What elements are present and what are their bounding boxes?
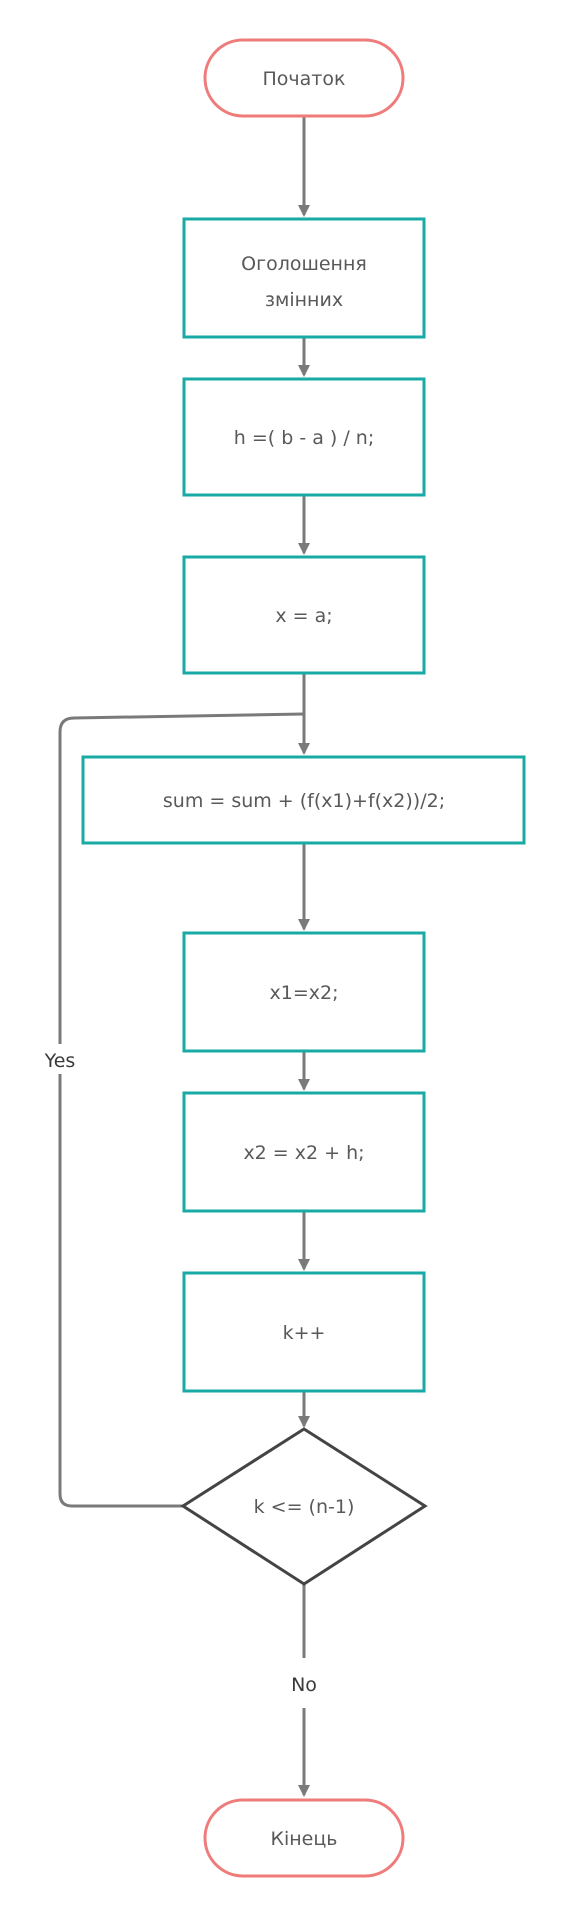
declare-vars-line2: змінних — [265, 289, 343, 311]
end-terminal-shape — [203, 1798, 405, 1878]
k-increment-node: k++ — [182, 1271, 426, 1393]
sum-update-box — [81, 755, 526, 845]
x2-update-label: x2 = x2 + h; — [243, 1142, 364, 1164]
x2-update-box — [182, 1091, 426, 1213]
k-increment-box — [182, 1271, 426, 1393]
edge-yes-loop-lower — [58, 1074, 183, 1508]
declare-vars-box — [182, 217, 426, 339]
assign-x-label: x = a; — [275, 605, 332, 627]
start-terminal-shape — [203, 38, 405, 118]
no-label: No — [291, 1674, 317, 1696]
yes-label: Yes — [44, 1050, 76, 1072]
condition-node: k <= (n-1) — [180, 1427, 428, 1586]
compute-h-node: h =( b - a ) / n; — [182, 377, 426, 497]
connectors — [58, 116, 310, 1797]
assign-x-node: x = a; — [182, 555, 426, 675]
start-node: Початок — [203, 38, 405, 118]
condition-label: k <= (n-1) — [254, 1496, 355, 1518]
assign-x-box — [182, 555, 426, 675]
end-label: Кінець — [270, 1828, 337, 1850]
x1-assign-box — [182, 931, 426, 1053]
start-label: Початок — [263, 68, 346, 90]
sum-update-label: sum = sum + (f(x1)+f(x2))/2; — [163, 790, 445, 812]
k-increment-label: k++ — [283, 1322, 326, 1344]
x2-update-node: x2 = x2 + h; — [182, 1091, 426, 1213]
x1-assign-node: x1=x2; — [182, 931, 426, 1053]
compute-h-box — [182, 377, 426, 497]
x1-assign-label: x1=x2; — [270, 982, 339, 1004]
condition-diamond — [180, 1427, 428, 1586]
declare-vars-line1: Оголошення — [241, 253, 367, 275]
compute-h-label: h =( b - a ) / n; — [234, 427, 374, 449]
sum-update-node: sum = sum + (f(x1)+f(x2))/2; — [81, 755, 526, 845]
end-node: Кінець — [203, 1798, 405, 1878]
edge-yes-loop-upper — [58, 712, 305, 1044]
declare-vars-node: Оголошення змінних — [182, 217, 426, 339]
